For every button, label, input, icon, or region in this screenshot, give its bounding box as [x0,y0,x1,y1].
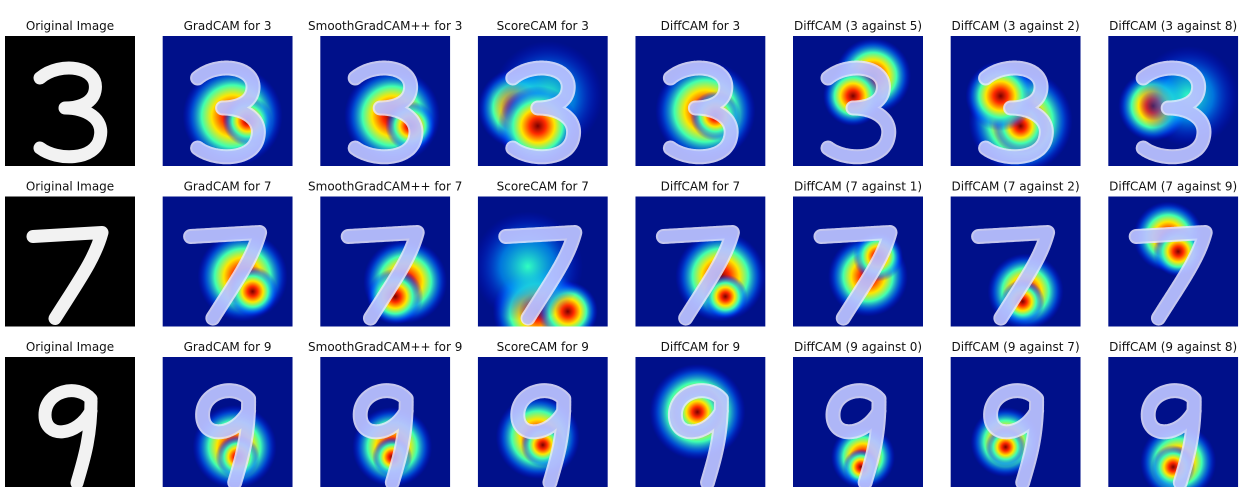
image-content [793,36,923,166]
digit-overlay [507,62,580,163]
image-content [635,36,766,166]
panel-title: DiffCAM for 9 [661,340,741,354]
heatmap-image [162,196,293,327]
digit-overlay [500,227,581,324]
digit-overlay [192,62,264,163]
digit-overlay [980,62,1052,163]
panel-title: DiffCAM (3 against 8) [1109,19,1237,33]
heatmap-image [793,357,923,487]
digit-overlay [1142,385,1200,487]
panel-title: DiffCAM (7 against 2) [952,180,1080,194]
panel-title: DiffCAM (3 against 2) [952,19,1080,33]
image-content [793,196,923,327]
image-content [320,196,451,327]
image-content [793,357,923,487]
panel-title: SmoothGradCAM++ for 7 [308,180,462,194]
digit-overlay [827,385,885,487]
digit [38,384,98,487]
panel-title: ScoreCAM for 9 [497,340,589,354]
digit-overlay [197,385,255,487]
panel-title: SmoothGradCAM++ for 3 [308,19,462,33]
background [5,357,135,487]
digit-overlay [1130,227,1211,324]
heatmap-image [950,357,1081,487]
image-content [635,357,766,487]
image-content [5,196,135,327]
image-content [162,36,293,166]
digit-overlay [354,385,412,487]
image-content [320,357,451,487]
background [5,36,135,166]
digit-overlay [664,62,737,163]
digit-overlay [822,62,895,163]
image-content [162,357,293,487]
image-content [5,357,135,487]
image-content [477,36,608,166]
heatmap-image [793,196,923,327]
original-image [5,36,135,166]
panel-title: SmoothGradCAM++ for 9 [308,340,462,354]
panel-title: Original Image [26,180,114,194]
digit [26,226,109,325]
image-content [5,36,135,166]
panel-title: ScoreCAM for 3 [497,19,589,33]
heatmap-image [162,357,293,487]
digit-overlay [342,227,423,324]
panel-title: GradCAM for 3 [184,19,272,33]
heatmap-image [1108,36,1239,166]
image-content [477,357,608,487]
heatmap-image [162,36,293,166]
digit-overlay [973,227,1054,324]
digit-overlay [512,385,570,487]
original-image [5,196,135,327]
image-content [162,196,293,327]
heatmap-image [1108,196,1239,327]
image-content [635,196,766,327]
heatmap-image [477,36,608,166]
digit-overlay [1137,62,1210,163]
panel-title: ScoreCAM for 7 [497,180,589,194]
digit-overlay [669,385,727,487]
digit [33,61,108,164]
panel-title: DiffCAM (9 against 8) [1109,340,1237,354]
heatmap-image [635,357,766,487]
image-content [950,36,1081,166]
image-content [320,36,451,166]
panel-title: DiffCAM (9 against 7) [952,340,1080,354]
image-content [950,357,1081,487]
heatmap-image [950,36,1081,166]
image-content [1108,196,1239,327]
digit-overlay [985,385,1043,487]
panel-title: DiffCAM (9 against 0) [794,340,922,354]
image-content [477,196,608,327]
heatmap-image [477,357,608,487]
original-image [5,357,135,487]
image-content [1108,36,1239,166]
digit-overlay [185,227,266,324]
heatmap-image [320,36,451,166]
image-content [950,196,1081,327]
digit-overlay [657,227,738,324]
panel-title: DiffCAM for 3 [661,19,741,33]
heatmap-image [635,36,766,166]
panel-title: DiffCAM (3 against 5) [794,19,922,33]
panel-title: Original Image [26,340,114,354]
heatmap-image [477,196,608,327]
panel-title: DiffCAM (7 against 9) [1109,180,1237,194]
digit-overlay [349,62,422,163]
heatmap-image [320,357,451,487]
image-content [1108,357,1239,487]
panel-title: GradCAM for 7 [184,180,272,194]
heatmap-image [1108,357,1239,487]
heatmap-image [635,196,766,327]
digit-overlay [815,227,896,324]
panel-title: Original Image [26,19,114,33]
heatmap-image [950,196,1081,327]
panel-title: DiffCAM (7 against 1) [794,180,922,194]
panel-title: GradCAM for 9 [184,340,272,354]
panel-title: DiffCAM for 7 [661,180,741,194]
heatmap-image [793,36,923,166]
heatmap-image [320,196,451,327]
